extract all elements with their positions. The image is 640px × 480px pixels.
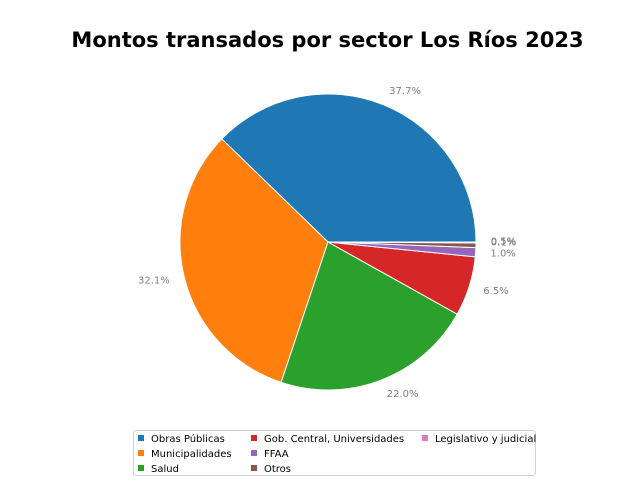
legend-item-1: Municipalidades bbox=[138, 449, 232, 461]
legend-label-1: Municipalidades bbox=[151, 449, 232, 460]
legend-label-3: Gob. Central, Universidades bbox=[264, 434, 405, 445]
legend-item-6: Legislativo y judicial bbox=[422, 434, 536, 446]
pie-slice-1 bbox=[179, 138, 329, 384]
pie-slice-2 bbox=[280, 241, 458, 391]
slice-pct-label-6: 0.1% bbox=[491, 238, 516, 249]
legend-swatch-6 bbox=[422, 435, 428, 441]
legend-label-2: Salud bbox=[151, 464, 179, 475]
legend-item-2: Salud bbox=[138, 464, 179, 476]
slice-pct-label-2: 22.0% bbox=[387, 389, 419, 400]
legend-item-3: Gob. Central, Universidades bbox=[251, 434, 404, 446]
chart-legend: Obras Públicas Municipalidades Salud Gob. C… bbox=[133, 430, 536, 476]
legend-swatch-5 bbox=[251, 465, 257, 471]
legend-label-4: FFAA bbox=[264, 449, 289, 460]
legend-swatch-2 bbox=[138, 465, 144, 471]
legend-item-4: FFAA bbox=[251, 449, 289, 461]
slice-pct-label-0: 37.7% bbox=[389, 86, 421, 97]
pie-slice-0 bbox=[221, 93, 477, 243]
legend-label-6: Legislativo y judicial bbox=[435, 434, 537, 445]
slice-pct-label-5: 0.5% bbox=[491, 237, 516, 248]
slice-pct-label-1: 32.1% bbox=[138, 276, 170, 287]
chart-title: Montos transados por sector Los Ríos 202… bbox=[71, 28, 584, 52]
legend-swatch-4 bbox=[251, 450, 257, 456]
legend-label-5: Otros bbox=[264, 464, 292, 475]
legend-item-0: Obras Públicas bbox=[138, 434, 225, 446]
slice-pct-label-3: 6.5% bbox=[483, 286, 508, 297]
pie-slice-6 bbox=[327, 241, 477, 244]
legend-item-5: Otros bbox=[251, 464, 291, 476]
legend-swatch-3 bbox=[251, 435, 257, 441]
legend-label-0: Obras Públicas bbox=[151, 434, 225, 445]
slice-pct-label-4: 1.0% bbox=[490, 248, 515, 259]
legend-swatch-1 bbox=[138, 450, 144, 456]
legend-swatch-0 bbox=[138, 435, 144, 441]
